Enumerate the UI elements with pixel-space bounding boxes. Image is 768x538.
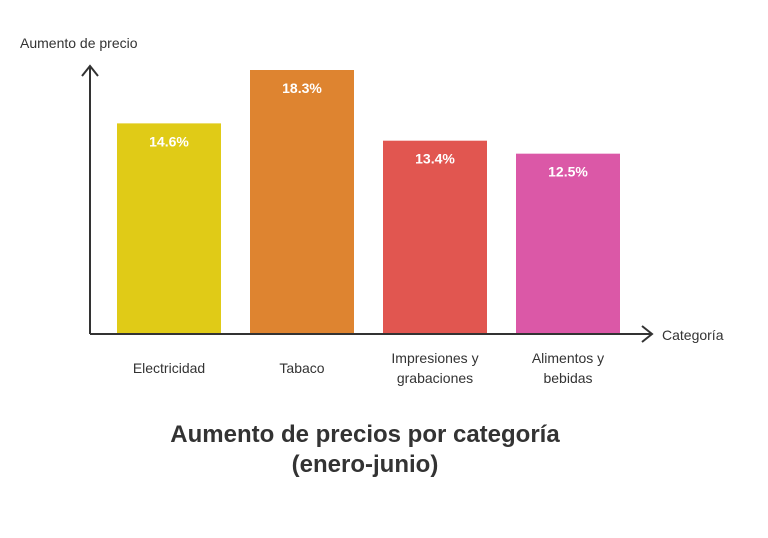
bar bbox=[117, 123, 221, 335]
bar-value-label: 13.4% bbox=[415, 151, 455, 167]
chart-title-line-1: Aumento de precios por categoría bbox=[170, 421, 560, 448]
bar-value-label: 14.6% bbox=[149, 133, 189, 149]
x-tick-label: Alimentos y bbox=[532, 350, 604, 366]
y-axis-title: Aumento de precio bbox=[20, 35, 138, 51]
x-tick-label: bebidas bbox=[543, 370, 592, 386]
chart-title-line-2: (enero-junio) bbox=[292, 451, 439, 478]
bar bbox=[383, 140, 487, 334]
x-tick-label: grabaciones bbox=[397, 370, 473, 386]
bar-value-label: 12.5% bbox=[548, 164, 588, 180]
x-axis-arrowhead bbox=[641, 325, 654, 343]
y-axis-arrowhead bbox=[81, 64, 99, 77]
x-tick-label: Impresiones y bbox=[391, 350, 478, 366]
x-axis-title: Categoría bbox=[662, 327, 724, 343]
x-tick-label: Tabaco bbox=[279, 360, 324, 376]
bar bbox=[516, 153, 620, 334]
value-labels-layer: 14.6% 18.3% 13.4% 12.5% bbox=[149, 80, 588, 180]
bar-value-label: 18.3% bbox=[282, 80, 322, 96]
x-tick-labels-layer: Electricidad Tabaco Impresiones y grabacion… bbox=[133, 350, 604, 386]
bar bbox=[250, 70, 354, 334]
bars-layer bbox=[117, 70, 620, 335]
x-tick-label: Electricidad bbox=[133, 360, 205, 376]
